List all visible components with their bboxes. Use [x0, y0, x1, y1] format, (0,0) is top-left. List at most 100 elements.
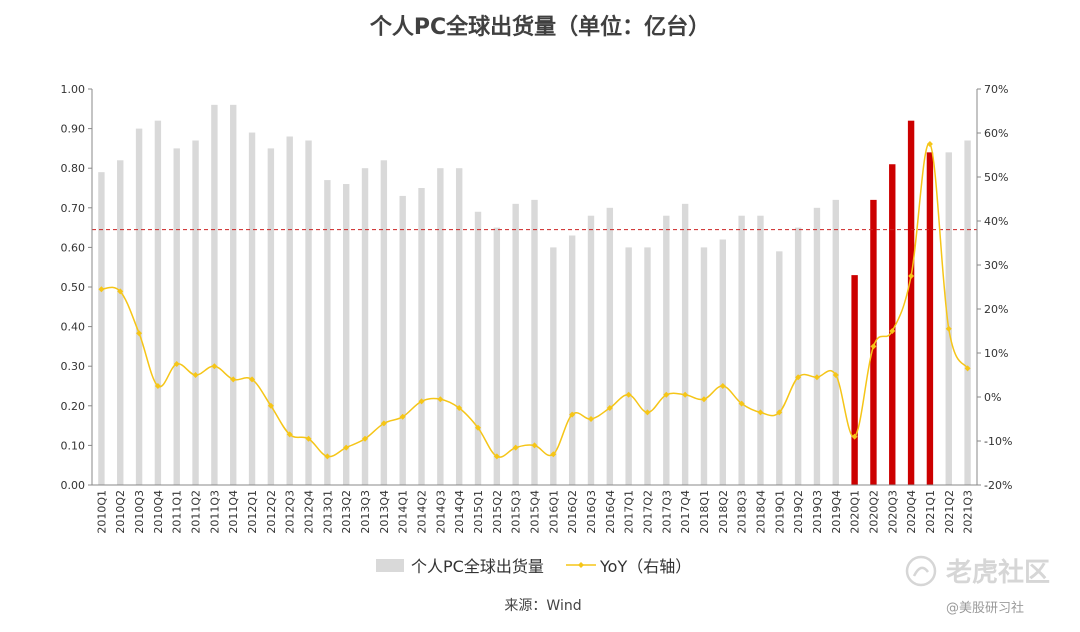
x-tick-label-2018Q4: 2018Q4 [754, 490, 767, 534]
bar-2020Q2 [870, 199, 877, 485]
yoy-point-2013Q3 [362, 435, 369, 442]
x-tick-label-2019Q3: 2019Q3 [811, 490, 824, 534]
watermark-brand: 老虎社区 [946, 557, 1050, 588]
left-tick-label: 0.40 [61, 321, 86, 334]
x-tick-label-2016Q4: 2016Q4 [604, 490, 617, 534]
bar-2016Q1 [550, 247, 557, 485]
yoy-point-2014Q1 [399, 413, 406, 420]
x-tick-label-2011Q2: 2011Q2 [190, 490, 203, 534]
yoy-point-2011Q1 [173, 361, 180, 367]
x-tick-label-2016Q3: 2016Q3 [585, 490, 598, 534]
bar-2010Q1 [98, 172, 105, 485]
x-tick-label-2021Q3: 2021Q3 [962, 490, 975, 534]
yoy-point-2021Q1 [926, 141, 933, 147]
bar-2010Q3 [135, 128, 143, 485]
x-tick-label-2012Q1: 2012Q1 [246, 490, 259, 534]
x-tick-label-2010Q2: 2010Q2 [114, 490, 127, 534]
bar-2012Q1 [248, 132, 256, 485]
left-tick-label: 0.10 [61, 439, 86, 452]
yoy-point-2010Q1 [98, 286, 105, 293]
x-tick-label-2020Q1: 2020Q1 [849, 490, 862, 534]
bars-layer [98, 104, 971, 486]
bar-2011Q2 [192, 140, 199, 486]
bar-2013Q1 [324, 180, 331, 485]
right-tick-label: 30% [984, 259, 1008, 272]
yoy-point-2013Q1 [324, 453, 331, 460]
yoy-point-2017Q4 [682, 391, 689, 398]
x-axis-ticks: 2010Q1 2010Q2 2010Q3 2010Q4 2011Q1 2011Q2 2011… [95, 490, 974, 534]
x-tick-label-2013Q2: 2013Q2 [340, 490, 353, 534]
bar-2021Q1 [926, 152, 934, 486]
yoy-point-2013Q4 [380, 420, 387, 427]
x-tick-label-2015Q2: 2015Q2 [491, 490, 504, 534]
x-tick-label-2017Q2: 2017Q2 [641, 490, 654, 534]
left-tick-label: 0.00 [61, 479, 86, 492]
yoy-point-2012Q3 [286, 431, 293, 438]
x-tick-label-2011Q4: 2011Q4 [227, 490, 240, 534]
yoy-point-2017Q3 [663, 391, 670, 398]
bar-2014Q2 [418, 188, 425, 485]
bar-2013Q4 [380, 160, 388, 485]
yoy-point-2019Q4 [832, 372, 839, 378]
x-tick-label-2014Q4: 2014Q4 [453, 490, 466, 534]
bar-2019Q3 [813, 207, 821, 486]
bar-2018Q1 [700, 247, 708, 485]
yoy-point-2012Q2 [267, 402, 274, 409]
left-axis-ticks: 1.00 0.90 0.80 0.70 0.60 0.50 0.40 0.30 0.20 0.10… [61, 83, 92, 492]
watermark: 老虎社区 @美股研习社 [905, 555, 1050, 616]
yoy-point-2015Q4 [531, 442, 538, 449]
yoy-point-2010Q4 [154, 383, 161, 389]
bar-2020Q1 [851, 275, 858, 485]
yoy-point-2017Q1 [625, 391, 632, 398]
x-tick-label-2017Q1: 2017Q1 [623, 490, 636, 534]
x-tick-label-2019Q1: 2019Q1 [773, 490, 786, 534]
yoy-point-2018Q3 [738, 400, 745, 407]
yoy-point-2019Q1 [776, 409, 783, 416]
yoy-point-2013Q2 [343, 444, 350, 451]
left-tick-label: 1.00 [61, 83, 86, 96]
x-tick-label-2013Q3: 2013Q3 [359, 490, 372, 534]
right-tick-label: -10% [984, 435, 1012, 448]
right-tick-label: -20% [984, 479, 1012, 492]
bar-2012Q2 [267, 148, 275, 485]
bar-2012Q3 [286, 136, 293, 485]
yoy-point-2016Q3 [587, 416, 594, 422]
bar-2018Q4 [757, 215, 764, 485]
yoy-point-2014Q2 [418, 398, 425, 405]
yoy-point-2016Q1 [550, 451, 557, 458]
bar-2014Q1 [399, 195, 406, 486]
x-tick-label-2015Q4: 2015Q4 [529, 490, 542, 534]
bar-2016Q4 [606, 207, 614, 486]
right-tick-label: 40% [984, 215, 1008, 228]
x-tick-label-2012Q4: 2012Q4 [303, 490, 316, 534]
x-tick-label-2017Q3: 2017Q3 [660, 490, 673, 534]
bar-2017Q1 [625, 247, 632, 485]
bar-2014Q4 [455, 168, 463, 485]
source-note: 来源：Wind [504, 598, 581, 614]
bar-2013Q3 [361, 168, 369, 485]
bar-2015Q1 [474, 211, 482, 485]
bar-2018Q3 [738, 215, 745, 485]
x-tick-label-2015Q3: 2015Q3 [510, 490, 523, 534]
x-tick-label-2013Q1: 2013Q1 [321, 490, 334, 534]
right-tick-label: 50% [984, 171, 1008, 184]
yoy-point-2016Q4 [606, 405, 613, 411]
x-tick-label-2020Q3: 2020Q3 [886, 490, 899, 534]
bar-2016Q2 [568, 235, 576, 485]
bar-2021Q3 [964, 140, 971, 486]
bar-2017Q2 [644, 247, 651, 485]
yoy-point-2018Q2 [719, 383, 726, 389]
yoy-point-2020Q2 [870, 343, 877, 350]
x-tick-label-2011Q3: 2011Q3 [208, 490, 221, 534]
yoy-point-2011Q2 [192, 372, 199, 378]
yoy-point-2019Q3 [813, 374, 820, 381]
bar-2015Q2 [493, 227, 501, 485]
left-tick-label: 0.70 [61, 202, 86, 215]
x-tick-label-2015Q1: 2015Q1 [472, 490, 485, 534]
bar-2016Q3 [587, 215, 595, 485]
yoy-point-2014Q4 [456, 405, 463, 411]
yoy-line-layer [98, 141, 971, 460]
yoy-point-2011Q3 [211, 363, 218, 370]
x-tick-label-2014Q3: 2014Q3 [434, 490, 447, 534]
